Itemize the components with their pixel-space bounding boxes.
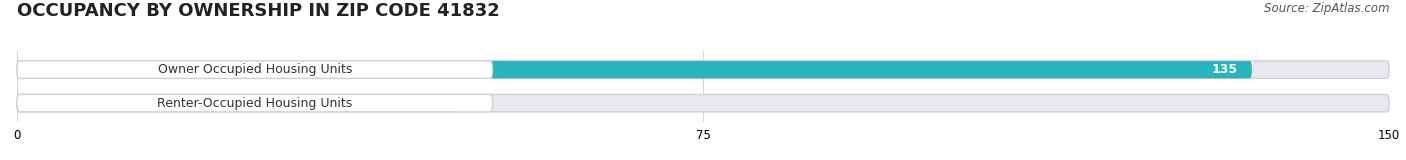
Text: Owner Occupied Housing Units: Owner Occupied Housing Units <box>157 63 352 76</box>
FancyBboxPatch shape <box>17 94 492 112</box>
FancyBboxPatch shape <box>17 61 492 78</box>
FancyBboxPatch shape <box>17 61 1251 78</box>
FancyBboxPatch shape <box>17 94 1389 112</box>
Text: 48: 48 <box>425 97 443 110</box>
Text: 135: 135 <box>1212 63 1239 76</box>
Text: OCCUPANCY BY OWNERSHIP IN ZIP CODE 41832: OCCUPANCY BY OWNERSHIP IN ZIP CODE 41832 <box>17 2 499 20</box>
Text: Source: ZipAtlas.com: Source: ZipAtlas.com <box>1264 2 1389 15</box>
FancyBboxPatch shape <box>17 61 1389 78</box>
Text: Renter-Occupied Housing Units: Renter-Occupied Housing Units <box>157 97 353 110</box>
FancyBboxPatch shape <box>17 94 456 112</box>
